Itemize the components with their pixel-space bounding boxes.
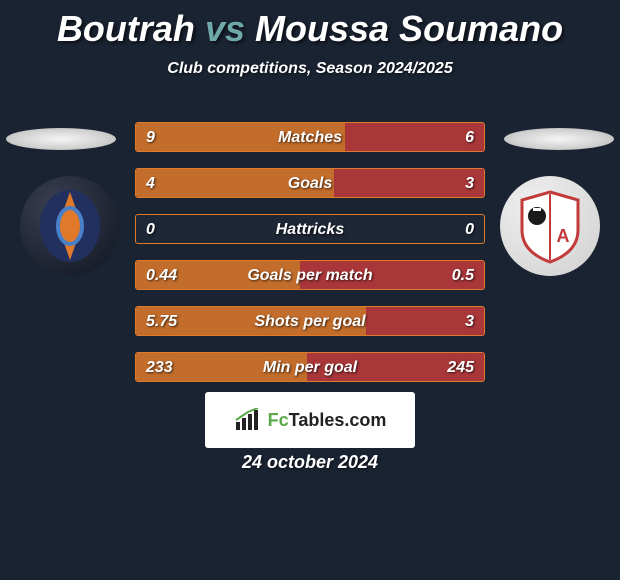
- stat-row: 233Min per goal245: [135, 352, 485, 382]
- stat-label: Goals per match: [136, 261, 484, 291]
- footer-brand-text: FcTables.com: [268, 410, 387, 431]
- team-logo-left: [20, 176, 120, 276]
- stat-label: Min per goal: [136, 353, 484, 383]
- stat-row: 0Hattricks0: [135, 214, 485, 244]
- footer-brand-prefix: Fc: [268, 410, 289, 430]
- svg-text:A: A: [557, 226, 570, 246]
- stat-row: 0.44Goals per match0.5: [135, 260, 485, 290]
- stat-value-right: 6: [465, 123, 474, 153]
- footer-brand-suffix: Tables.com: [289, 410, 387, 430]
- vs-text: vs: [205, 8, 245, 49]
- stat-row: 9Matches6: [135, 122, 485, 152]
- comparison-title: Boutrah vs Moussa Soumano: [0, 0, 620, 50]
- player2-name: Moussa Soumano: [255, 8, 563, 49]
- stat-value-right: 0.5: [452, 261, 474, 291]
- chart-icon: [234, 408, 262, 432]
- stat-label: Hattricks: [136, 215, 484, 245]
- pedestal-disc-right: [504, 128, 614, 150]
- stat-value-right: 3: [465, 169, 474, 199]
- subtitle: Club competitions, Season 2024/2025: [0, 60, 620, 78]
- player1-name: Boutrah: [57, 8, 195, 49]
- date-text: 24 october 2024: [0, 452, 620, 473]
- stat-value-right: 245: [447, 353, 474, 383]
- stat-row: 5.75Shots per goal3: [135, 306, 485, 336]
- stat-value-right: 3: [465, 307, 474, 337]
- team-logo-right-svg: A: [510, 186, 590, 266]
- stat-label: Matches: [136, 123, 484, 153]
- stat-label: Goals: [136, 169, 484, 199]
- stat-row: 4Goals3: [135, 168, 485, 198]
- pedestal-disc-left: [6, 128, 116, 150]
- stats-container: 9Matches6 4Goals3 0Hattricks0 0.44Goals per…: [135, 122, 485, 398]
- stat-value-right: 0: [465, 215, 474, 245]
- team-logo-right: A: [500, 176, 600, 276]
- stat-label: Shots per goal: [136, 307, 484, 337]
- footer-brand-box: FcTables.com: [205, 392, 415, 448]
- team-logo-left-svg: [30, 186, 110, 266]
